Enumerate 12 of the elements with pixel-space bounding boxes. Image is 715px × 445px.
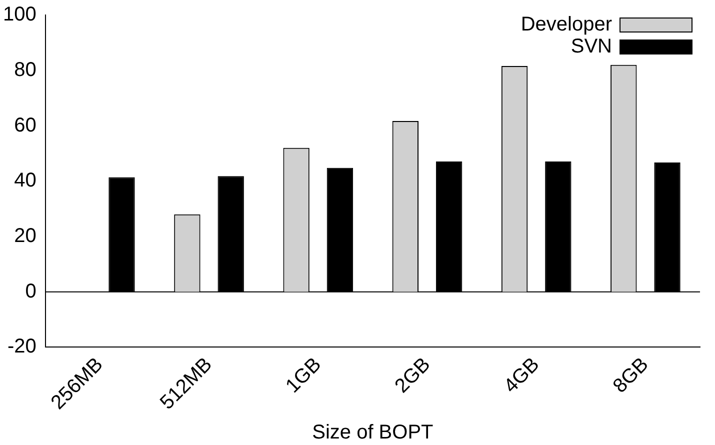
x-axis-title: Size of BOPT <box>312 422 434 444</box>
y-tick-label: 40 <box>14 170 36 192</box>
x-tick-label: 8GB <box>609 354 653 398</box>
y-tick-label: 100 <box>2 4 36 26</box>
y-tick-label: 0 <box>25 280 36 302</box>
y-tick-label: 80 <box>14 58 36 81</box>
y-tick-label: 20 <box>14 224 36 247</box>
legend-label: SVN <box>570 36 612 58</box>
legend-label: Developer <box>520 14 612 36</box>
x-tick-label: 4GB <box>500 354 544 398</box>
y-tick-label: 60 <box>14 114 36 136</box>
y-tick-label: -20 <box>7 336 36 358</box>
